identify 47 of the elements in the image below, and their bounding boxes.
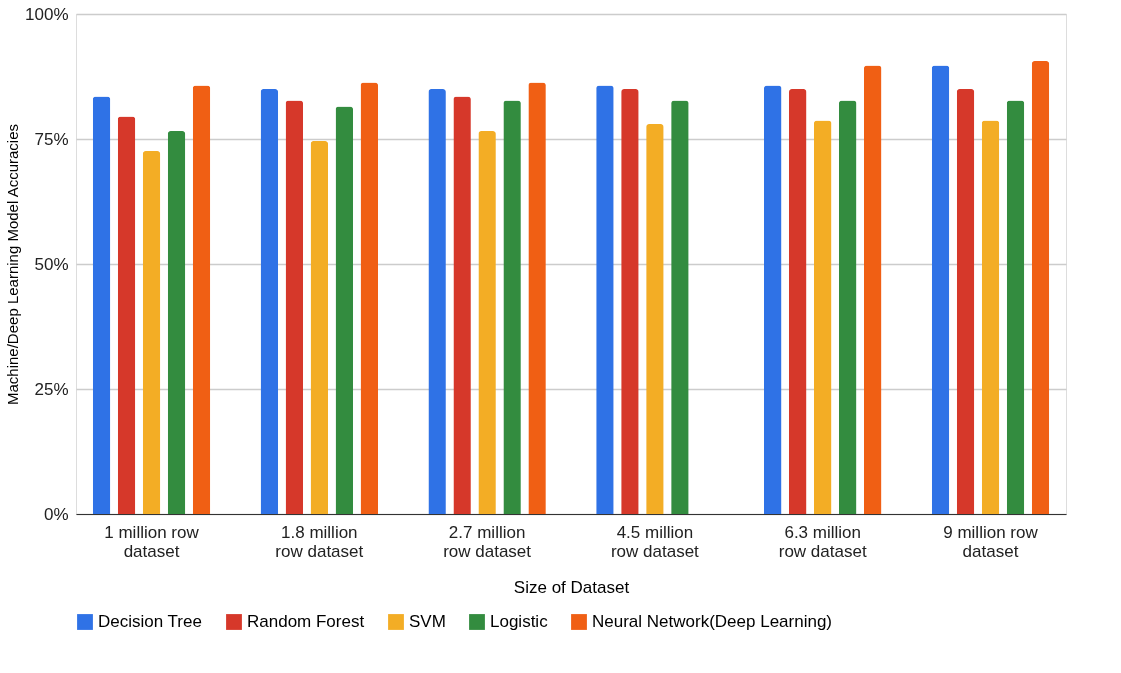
bar [167,131,186,514]
x-axis-title: Size of Dataset [513,577,630,597]
y-tick-label: 25% [34,379,69,399]
bar [596,85,614,514]
bar [813,120,832,514]
bar [503,100,521,514]
legend-label: Logistic [490,612,549,631]
y-tick-label: 50% [34,254,69,274]
bar [192,85,211,514]
bar [117,116,136,514]
bar [671,100,689,514]
legend-label: SVM [409,612,446,631]
bar [763,85,782,514]
x-tick-label: 1 million row dataset [104,522,200,561]
x-tick-label: 6.3 million row dataset [778,522,867,561]
bar [335,106,354,514]
bar [981,120,1000,514]
bar [1006,100,1025,514]
legend-label: Random Forest [247,612,365,631]
y-tick-label: 100% [25,4,69,24]
bar [956,89,975,514]
legend-label: Neural Network(Deep Learning) [592,612,833,631]
bar [310,141,329,514]
x-tick-label: 9 million row dataset [943,522,1039,561]
y-tick-label: 0% [43,504,69,524]
bar [621,89,639,514]
y-tick-label: 75% [34,129,69,149]
bar [478,131,496,514]
bar [428,89,446,514]
y-axis-title: Machine/Deep Learning Model Accuracies [4,124,22,405]
x-tick-label: 1.8 million row dataset [275,522,364,561]
bar [260,89,279,514]
bar [285,100,304,514]
bar [360,82,379,514]
bar [1031,61,1050,514]
bar [863,65,882,514]
bar [788,89,807,514]
bar [838,100,857,514]
x-tick-label: 2.7 million row dataset [443,522,532,561]
bar [931,65,950,514]
bar [92,96,111,514]
x-tick-label: 4.5 million row dataset [610,522,700,561]
bar [453,96,471,514]
bar [142,151,161,514]
bar [528,82,546,514]
bar [646,124,664,514]
legend-label: Decision Tree [98,612,202,631]
